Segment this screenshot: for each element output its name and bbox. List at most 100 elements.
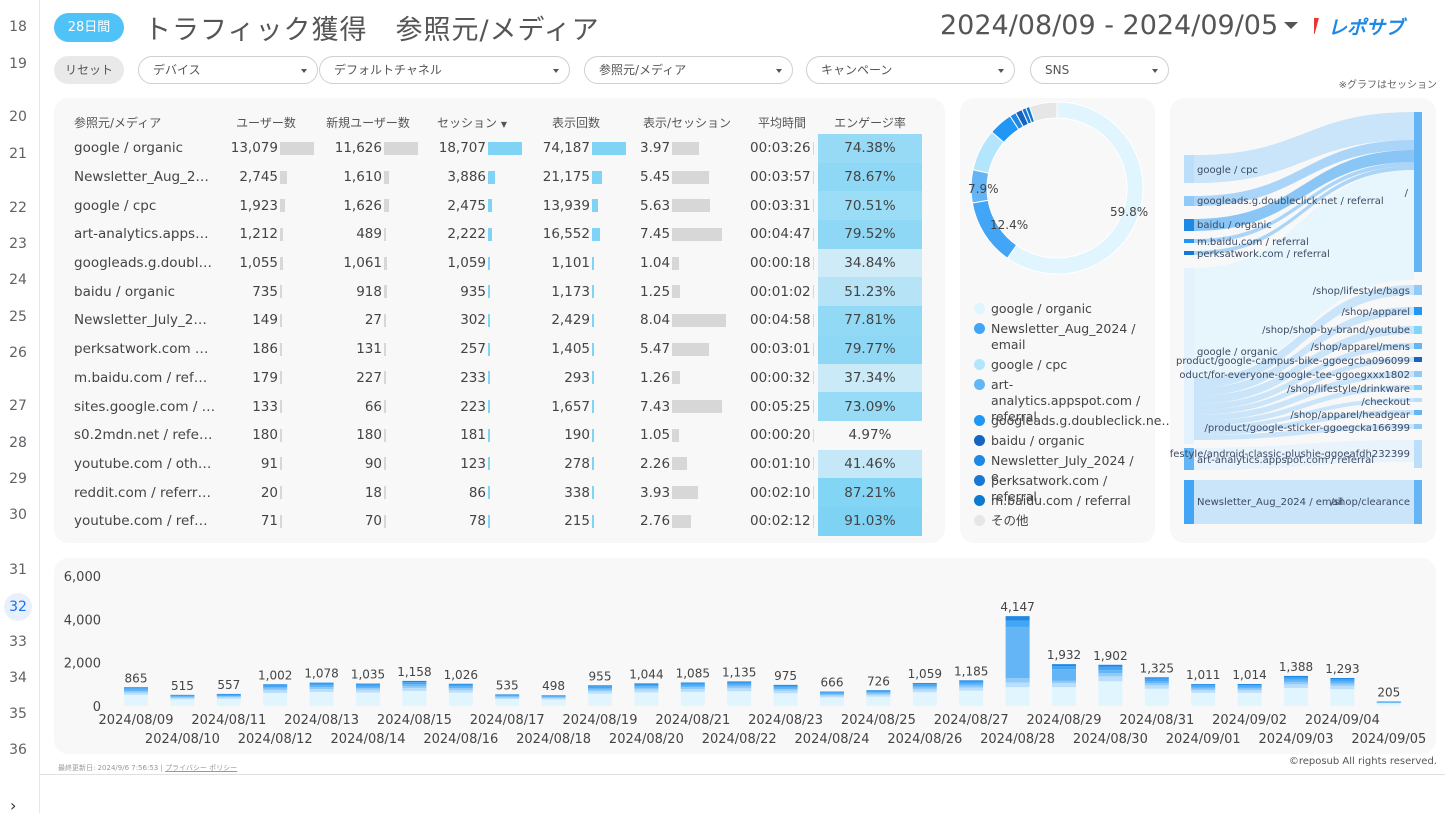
bar-segment[interactable] <box>820 695 844 698</box>
bar-segment[interactable] <box>263 687 288 689</box>
bar-segment[interactable] <box>680 691 705 706</box>
bar-segment[interactable] <box>1144 685 1169 689</box>
bar-segment[interactable] <box>170 694 195 696</box>
bar-segment[interactable] <box>356 683 380 685</box>
bar-segment[interactable] <box>820 692 844 694</box>
bar-segment[interactable] <box>448 683 473 685</box>
bar-segment[interactable] <box>170 695 195 697</box>
legend-item[interactable]: baidu / organic <box>974 433 1144 449</box>
bar-segment[interactable] <box>959 685 984 688</box>
bar-segment[interactable] <box>495 696 520 698</box>
bar-segment[interactable] <box>959 690 984 706</box>
bar-segment[interactable] <box>820 691 844 693</box>
bar-segment[interactable] <box>1237 685 1262 687</box>
sankey-flow[interactable] <box>1194 326 1414 404</box>
table-row[interactable]: Newsletter_July_2… 149 27 302 2,429 8.04 00:04… <box>68 306 922 335</box>
sankey-node-right[interactable] <box>1414 440 1422 468</box>
bar-segment[interactable] <box>309 691 334 706</box>
bar-segment[interactable] <box>1284 675 1308 678</box>
sankey-flow[interactable] <box>1194 398 1414 430</box>
bar-segment[interactable] <box>588 691 612 694</box>
bar-segment[interactable] <box>634 684 659 687</box>
legend-item[interactable]: Newsletter_Aug_2024 / email <box>974 321 1144 353</box>
bar-segment[interactable] <box>124 694 148 706</box>
bar-segment[interactable] <box>727 688 752 692</box>
bar-segment[interactable] <box>1376 701 1401 703</box>
bar-segment[interactable] <box>912 692 937 706</box>
line-number-36[interactable]: 36 <box>9 742 27 758</box>
sankey-node-right[interactable] <box>1414 343 1422 349</box>
bar-segment[interactable] <box>1284 687 1308 706</box>
sankey-flow[interactable] <box>1194 285 1414 388</box>
legend-item[interactable]: その他 <box>974 513 1144 529</box>
chevron-down-icon[interactable] <box>1284 22 1298 29</box>
bar-segment[interactable] <box>1098 666 1123 671</box>
bar-segment[interactable] <box>1237 686 1262 689</box>
sankey-node-left[interactable] <box>1184 219 1194 231</box>
privacy-link[interactable]: プライバシー ポリシー <box>165 764 238 772</box>
legend-item[interactable]: google / organic <box>974 301 1144 317</box>
bar-segment[interactable] <box>959 683 984 686</box>
bar-segment[interactable] <box>1237 690 1262 693</box>
bar-segment[interactable] <box>124 687 148 689</box>
bar-segment[interactable] <box>773 693 798 706</box>
bar-segment[interactable] <box>866 694 891 697</box>
bar-segment[interactable] <box>541 695 566 696</box>
bar-segment[interactable] <box>541 697 566 699</box>
bar-segment[interactable] <box>1376 702 1401 704</box>
bar-segment[interactable] <box>1191 684 1216 686</box>
sankey-node-left[interactable] <box>1184 448 1194 470</box>
line-number-24[interactable]: 24 <box>9 272 27 288</box>
bar-segment[interactable] <box>495 697 520 700</box>
bar-segment[interactable] <box>402 684 427 686</box>
bar-segment[interactable] <box>541 696 566 698</box>
bar-segment[interactable] <box>356 689 380 693</box>
sankey-node-right[interactable] <box>1414 424 1422 429</box>
bar-segment[interactable] <box>820 697 844 706</box>
bar-segment[interactable] <box>356 688 380 690</box>
sankey-node-right[interactable] <box>1414 371 1422 377</box>
line-number-25[interactable]: 25 <box>9 309 27 325</box>
table-row[interactable]: youtube.com / ref… 71 70 78 215 2.76 00:02:12 9… <box>68 506 922 536</box>
bar-segment[interactable] <box>216 694 241 696</box>
bar-segment[interactable] <box>263 685 288 688</box>
bar-segment[interactable] <box>680 685 705 688</box>
sankey-node-right[interactable] <box>1414 285 1422 295</box>
bar-segment[interactable] <box>448 689 473 693</box>
bar-segment[interactable] <box>1330 683 1355 686</box>
bar-segment[interactable] <box>402 680 427 683</box>
bar-segment[interactable] <box>1330 689 1355 706</box>
line-number-30[interactable]: 30 <box>9 507 27 523</box>
col-views-per-session[interactable]: 表示/セッション <box>642 115 732 130</box>
col-new-users[interactable]: 新規ユーザー数 <box>326 115 410 130</box>
line-number-33[interactable]: 33 <box>9 634 27 650</box>
table-row[interactable]: googleads.g.doubl… 1,055 1,061 1,059 1,101 1.… <box>68 248 922 278</box>
reset-button[interactable]: リセット <box>54 56 124 84</box>
bar-segment[interactable] <box>588 685 612 687</box>
col-views[interactable]: 表示回数 <box>551 115 600 130</box>
bar-segment[interactable] <box>866 691 891 693</box>
sankey-node-right[interactable] <box>1414 307 1422 315</box>
sankey-flow[interactable] <box>1194 112 1414 183</box>
bar-segment[interactable] <box>959 681 984 684</box>
bar-segment[interactable] <box>448 684 473 687</box>
table-row[interactable]: youtube.com / oth… 91 90 123 278 2.26 00:01:10… <box>68 449 922 479</box>
bar-segment[interactable] <box>216 693 241 695</box>
col-source[interactable]: 参照元/メディア <box>74 115 162 130</box>
table-row[interactable]: s0.2mdn.net / refe… 180 180 181 190 1.05 00:00… <box>68 420 922 450</box>
table-row[interactable]: baidu / organic 735 918 935 1,173 1.25 00:01:0… <box>68 277 922 307</box>
bar-segment[interactable] <box>1005 620 1030 627</box>
bar-segment[interactable] <box>634 689 659 693</box>
bar-segment[interactable] <box>1098 676 1123 682</box>
sankey-flow[interactable] <box>1194 371 1414 421</box>
bar-segment[interactable] <box>1191 685 1216 687</box>
bar-segment[interactable] <box>1191 690 1216 693</box>
bar-segment[interactable] <box>216 698 241 706</box>
bar-segment[interactable] <box>356 684 380 687</box>
sankey-node-left[interactable] <box>1184 239 1194 243</box>
table-row[interactable]: art-analytics.apps… 1,212 489 2,222 16,552 7.… <box>68 220 922 249</box>
bar-segment[interactable] <box>402 687 427 691</box>
bar-segment[interactable] <box>1237 692 1262 706</box>
bar-segment[interactable] <box>448 686 473 689</box>
table-row[interactable]: sites.google.com / … 133 66 223 1,657 7.43 00:… <box>68 392 922 421</box>
